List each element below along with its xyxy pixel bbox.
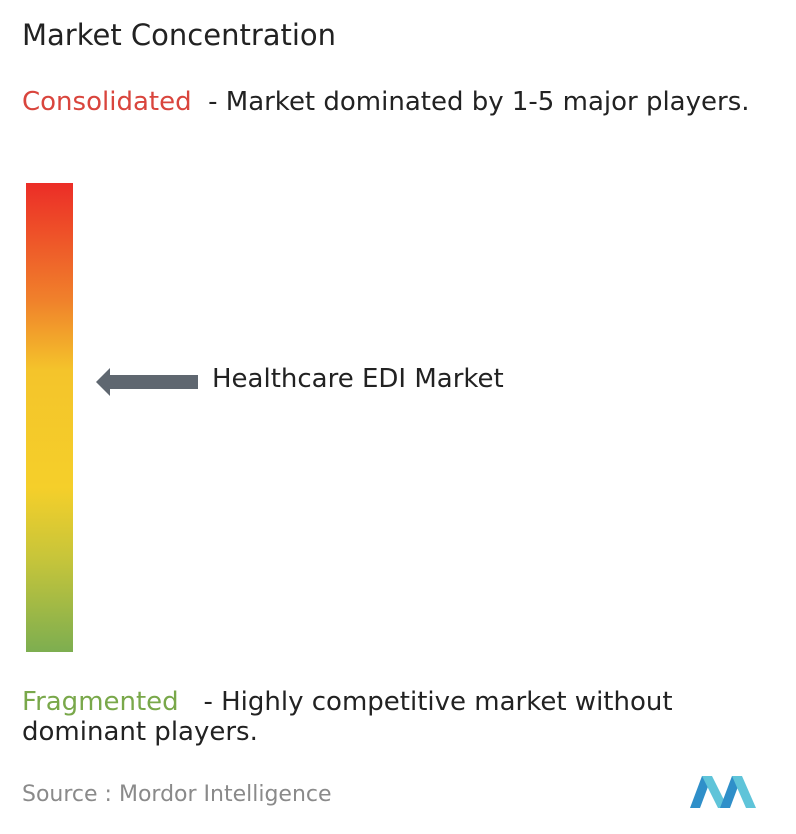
consolidated-description: - Market dominated by 1-5 major players. xyxy=(208,87,750,117)
market-label: Healthcare EDI Market xyxy=(212,364,504,394)
concentration-scale xyxy=(26,183,73,652)
source-prefix: Source : xyxy=(22,782,112,807)
fragmented-label: Fragmented xyxy=(22,687,179,717)
fragmented-description: - Highly competitive market without domi… xyxy=(22,687,673,747)
consolidated-text: Consolidated - Market dominated by 1-5 m… xyxy=(22,87,792,117)
title: Market Concentration xyxy=(22,18,337,52)
logo xyxy=(690,776,756,808)
arrow xyxy=(96,368,198,396)
logo-part xyxy=(702,776,728,808)
source: Source : Mordor Intelligence xyxy=(22,782,332,807)
fragmented-text: Fragmented - Highly competitive market w… xyxy=(22,687,792,747)
consolidated-label: Consolidated xyxy=(22,87,192,117)
source-name: Mordor Intelligence xyxy=(118,782,332,807)
logo-part xyxy=(732,776,756,808)
arrow-shape xyxy=(96,368,198,396)
